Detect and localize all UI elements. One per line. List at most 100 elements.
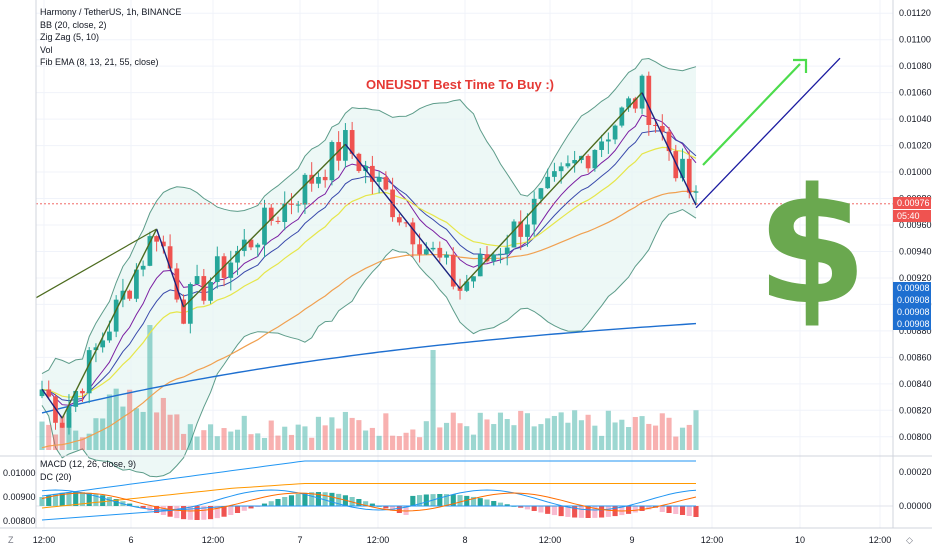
- candle-body: [275, 220, 281, 223]
- y-tick-label: 0.00920: [899, 273, 932, 283]
- main-legend: Harmony / TetherUS, 1h, BINANCE BB (20, …: [40, 6, 181, 69]
- macd-histogram-bar: [181, 506, 187, 520]
- candle-body: [59, 422, 65, 428]
- macd-histogram-bar: [336, 493, 342, 506]
- volume-bar: [646, 423, 652, 450]
- volume-bar: [228, 431, 234, 450]
- candle-body: [558, 166, 564, 172]
- volume-bar: [518, 410, 524, 450]
- candle-body: [268, 207, 274, 221]
- volume-bar: [376, 435, 382, 450]
- candle-body: [686, 158, 692, 193]
- volume-bar: [450, 412, 456, 450]
- candle-body: [666, 131, 672, 152]
- macd-histogram-bar: [572, 506, 578, 518]
- legend-bb[interactable]: BB (20, close, 2): [40, 19, 107, 30]
- volume-bar: [396, 436, 402, 450]
- macd-histogram-bar: [410, 495, 416, 506]
- legend-vol[interactable]: Vol: [40, 44, 53, 55]
- volume-bar: [336, 428, 342, 450]
- macd-histogram-bar: [423, 494, 429, 506]
- volume-bar: [174, 414, 180, 450]
- macd-histogram-bar: [302, 492, 308, 506]
- legend-fib-ema[interactable]: Fib EMA (8, 13, 21, 55, close): [40, 57, 159, 67]
- candle-body: [376, 177, 382, 182]
- candle-body: [599, 141, 604, 150]
- legend-zigzag[interactable]: Zig Zag (5, 10): [40, 32, 100, 42]
- volume-bar: [86, 433, 92, 450]
- macd-histogram-bar: [221, 506, 227, 517]
- candle-body: [457, 286, 463, 291]
- price-tag-label: 0.00976: [897, 198, 930, 208]
- macd-histogram-bar: [315, 492, 321, 506]
- candle-body: [174, 268, 180, 300]
- candle-body: [208, 281, 213, 301]
- volume-bar: [470, 434, 477, 450]
- macd-histogram-bar: [282, 497, 288, 506]
- macd-histogram-bar: [100, 495, 106, 506]
- volume-bar: [154, 412, 160, 450]
- volume-bar: [599, 435, 605, 450]
- candle-body: [437, 247, 443, 258]
- volume-bar: [403, 432, 409, 450]
- volume-bar: [383, 413, 389, 450]
- donchian-mid: [41, 483, 696, 509]
- candle-body: [282, 203, 288, 223]
- price-tag-label: 0.00908: [897, 307, 930, 317]
- macd-histogram-bar: [234, 506, 241, 513]
- volume-bar: [679, 427, 686, 450]
- ema-8-line: [41, 114, 697, 406]
- ema-13-line: [41, 130, 697, 402]
- macd-histogram-bar: [390, 506, 396, 511]
- candle-body: [214, 256, 220, 282]
- macd-histogram-bar: [646, 506, 652, 510]
- candle-body: [565, 163, 571, 167]
- macd-histogram-bar: [396, 506, 402, 513]
- macd-histogram-bar: [187, 506, 193, 520]
- volume-bar: [423, 421, 429, 450]
- candle-body: [444, 254, 449, 258]
- volume-bar: [342, 411, 348, 450]
- y-tick-label: 0.00960: [899, 220, 932, 230]
- candle-body: [295, 204, 301, 206]
- candle-body: [639, 75, 645, 109]
- volume-bar: [147, 325, 153, 450]
- candle-body: [289, 203, 294, 205]
- zigzag-segment: [459, 92, 643, 290]
- x-tick-label: 12:00: [869, 535, 892, 545]
- volume-bar: [39, 421, 45, 450]
- macd-histogram-bar: [545, 506, 551, 514]
- macd-histogram-bar: [59, 492, 65, 506]
- volume-bar: [268, 420, 274, 450]
- timezone-button[interactable]: Z: [8, 535, 14, 545]
- bollinger-fill: [42, 58, 696, 477]
- macd-histogram-bar: [686, 506, 692, 516]
- volume-bar: [464, 426, 470, 450]
- volume-bar: [686, 424, 692, 450]
- macd-histogram-bar: [383, 506, 389, 509]
- y-tick-label: 0.01040: [899, 114, 932, 124]
- legend-macd[interactable]: MACD (12, 26, close, 9): [40, 459, 137, 469]
- candle-body: [329, 142, 335, 181]
- macd-histogram-bar: [578, 506, 584, 518]
- volume-bar: [356, 420, 362, 450]
- macd-histogram-bar: [679, 506, 686, 515]
- volume-bar: [214, 436, 220, 450]
- candle-body: [585, 155, 591, 169]
- volume-bar: [369, 427, 375, 450]
- legend-symbol[interactable]: Harmony / TetherUS, 1h, BINANCE: [40, 7, 182, 17]
- candle-body: [430, 247, 436, 250]
- macd-histogram-bar: [551, 506, 557, 516]
- x-tick-label: 12:00: [539, 535, 562, 545]
- settings-icon[interactable]: ◇: [906, 535, 913, 545]
- volume-bar: [484, 419, 490, 450]
- candle-body: [538, 188, 544, 199]
- macd-histogram-bar: [133, 506, 139, 507]
- zigzag-segment: [41, 388, 63, 419]
- macd-legend: MACD (12, 26, close, 9) DC (20): [40, 458, 136, 483]
- x-tick-label: 12:00: [701, 535, 724, 545]
- volume-bar: [194, 436, 200, 450]
- legend-dc[interactable]: DC (20): [40, 471, 72, 482]
